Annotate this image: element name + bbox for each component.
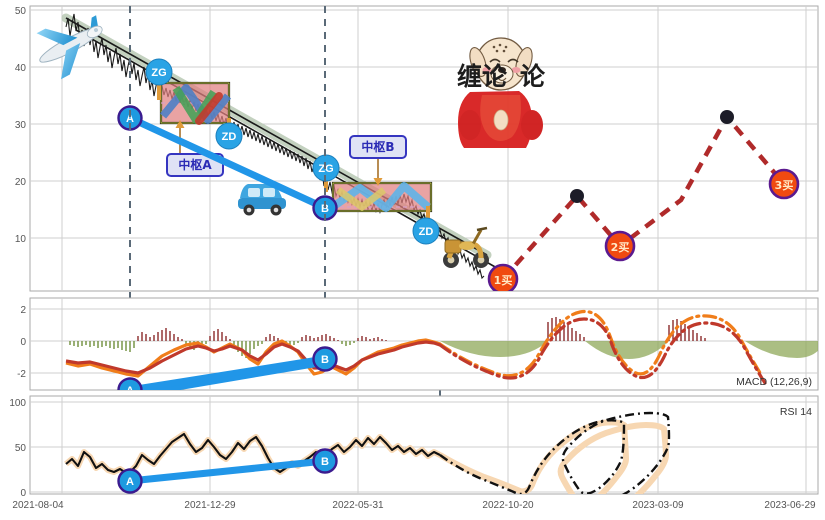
macd-ytick-m2: -2 bbox=[17, 369, 26, 380]
pivot-a-zd-label: ZD bbox=[222, 131, 237, 143]
projection-peak-2 bbox=[720, 110, 734, 124]
buy-point-2-label: 2买 bbox=[611, 241, 630, 254]
rsi-indicator-label: RSI 14 bbox=[780, 406, 812, 418]
xtick-4: 2023-03-09 bbox=[632, 500, 684, 511]
node-b-rsi[interactable]: B bbox=[312, 448, 338, 474]
rsi-trendline-ab bbox=[126, 457, 329, 485]
price-ytick-50: 50 bbox=[15, 6, 27, 17]
macd-ytick-2: 2 bbox=[20, 305, 26, 316]
watermark-chanlun: 缠论 论 bbox=[457, 37, 546, 148]
x-axis-labels: 2021-08-04 2021-12-29 2022-05-31 2022-10… bbox=[12, 500, 816, 511]
pivot-a-label: 中枢A bbox=[178, 157, 212, 172]
xtick-1: 2021-12-29 bbox=[184, 500, 236, 511]
node-a-macd-label: A bbox=[126, 385, 134, 397]
macd-indicator-label: MACD (12,26,9) bbox=[736, 376, 812, 388]
rsi-ytick-50: 50 bbox=[15, 443, 27, 454]
price-ytick-40: 40 bbox=[15, 63, 27, 74]
pivot-a-label-box bbox=[166, 153, 224, 177]
macd-histogram bbox=[69, 317, 818, 359]
rsi-gridlines bbox=[30, 401, 818, 493]
rsi-ytick-100: 100 bbox=[9, 398, 26, 409]
macd-trendline-ab-2 bbox=[150, 360, 328, 390]
pivot-b-zd-marker[interactable] bbox=[412, 217, 440, 245]
projection-path bbox=[501, 113, 786, 281]
pivot-a-zg-marker[interactable] bbox=[145, 58, 173, 86]
pivot-b-zd-label: ZD bbox=[419, 226, 434, 238]
macd-dea-line bbox=[65, 340, 441, 375]
macd-trendline-ab bbox=[126, 355, 329, 390]
price-panel: 50 40 30 20 10 bbox=[15, 5, 819, 292]
pivot-b-label-box bbox=[349, 135, 407, 159]
pivot-b-group: 中枢B ZG ZD bbox=[312, 135, 440, 245]
car-icon bbox=[238, 184, 286, 216]
pivot-b-zg-label: ZG bbox=[318, 163, 333, 175]
buy-point-3-label: 3买 bbox=[775, 179, 794, 192]
node-b-rsi-label: B bbox=[321, 456, 329, 468]
pivot-b-label: 中枢B bbox=[361, 139, 394, 154]
pivot-a-zd-marker[interactable] bbox=[215, 122, 243, 150]
rsi-proj-glow bbox=[438, 419, 670, 494]
scooter-icon bbox=[443, 226, 489, 268]
xtick-2: 2022-05-31 bbox=[332, 500, 384, 511]
price-ytick-30: 30 bbox=[15, 120, 27, 131]
node-a-rsi-label: A bbox=[126, 476, 134, 488]
price-ytick-20: 20 bbox=[15, 177, 27, 188]
node-a-macd[interactable]: A bbox=[117, 377, 143, 402]
macd-ytick-0: 0 bbox=[20, 337, 26, 348]
node-a-rsi[interactable]: A bbox=[117, 468, 143, 494]
macd-dea-proj bbox=[438, 317, 767, 385]
buy-point-1[interactable]: 1买 bbox=[487, 263, 519, 293]
buy-point-1-label: 1买 bbox=[494, 274, 513, 287]
watermark-text-left: 缠论 bbox=[457, 62, 508, 91]
pivot-a-zg-label: ZG bbox=[151, 67, 166, 79]
watermark-text-right: 论 bbox=[520, 62, 546, 91]
price-ytick-10: 10 bbox=[15, 234, 27, 245]
node-b-macd-label: B bbox=[321, 354, 329, 366]
projection-peak-1 bbox=[570, 189, 584, 203]
xtick-5: 2023-06-29 bbox=[764, 500, 816, 511]
node-a-price-label: A bbox=[126, 113, 134, 125]
price-trendline-ab bbox=[126, 114, 329, 212]
airplane-icon bbox=[36, 15, 103, 80]
xtick-3: 2022-10-20 bbox=[482, 500, 534, 511]
buy-point-3[interactable]: 3买 bbox=[768, 168, 800, 200]
rsi-proj-line bbox=[439, 411, 671, 494]
node-b-price-label: B bbox=[321, 203, 329, 215]
pivot-a-group: 中枢A ZG ZD bbox=[145, 58, 243, 177]
xtick-0: 2021-08-04 bbox=[12, 500, 64, 511]
macd-dif-proj bbox=[438, 309, 764, 378]
buy-point-2[interactable]: 2买 bbox=[604, 230, 636, 262]
rsi-ytick-0: 0 bbox=[20, 488, 26, 499]
node-b-macd[interactable]: B bbox=[312, 346, 338, 372]
